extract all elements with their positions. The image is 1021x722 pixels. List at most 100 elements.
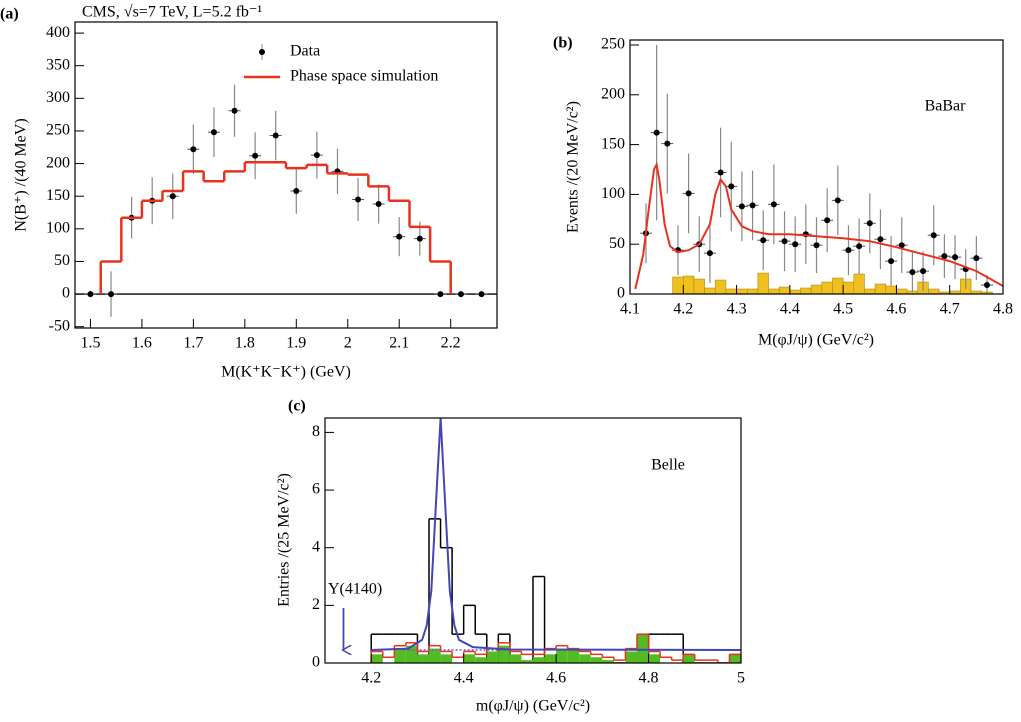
x-tick-label: 4.1: [620, 301, 640, 318]
hist-bar: [757, 272, 769, 294]
hist-bar: [736, 288, 748, 294]
data-point: [87, 291, 94, 298]
hist-bar: [885, 285, 897, 294]
y-tick-label: 8: [312, 423, 320, 440]
hist-bar: [602, 660, 614, 663]
panel: 1.5 1.6 1.7 1.8 1.9 2 2.1 2.2 -50 0 50 100 150 200 250…: [0, 4, 498, 381]
y-axis-label: N(B⁺) /(40 MeV): [13, 118, 30, 231]
data-point: [653, 129, 660, 136]
x-tick-label: 4.6: [886, 301, 906, 318]
data-point: [190, 146, 197, 153]
data-point: [108, 291, 115, 298]
data-point: [984, 282, 991, 289]
hist-bar: [714, 279, 727, 294]
plot-frame: [324, 417, 742, 664]
y-tick-label: 350: [46, 56, 70, 73]
x-tick-label: 4.6: [546, 670, 566, 687]
x-tick-label: 4.8: [993, 301, 1013, 318]
hist-bar: [896, 288, 908, 294]
hist-bar: [429, 648, 441, 663]
hist-bar: [648, 654, 661, 663]
x-axis-label: M(K⁺K⁻K⁺) (GeV): [221, 364, 351, 381]
hist-bar: [405, 645, 418, 663]
data-point: [252, 152, 259, 159]
hist-bar: [556, 648, 568, 663]
x-tick-label: 4.7: [940, 301, 960, 318]
data-point: [813, 242, 820, 249]
panel-label: (b): [553, 35, 573, 52]
y-tick-label: 0: [62, 285, 70, 302]
y-axis-label: Entries /(25 MeV/c²): [276, 473, 293, 607]
data-point: [760, 237, 767, 244]
data-point: [685, 190, 692, 197]
data-point: [355, 196, 362, 203]
plot-area: [634, 44, 1003, 294]
hist-bar: [544, 654, 557, 663]
hist-bar: [440, 654, 453, 663]
plot-area: [370, 418, 741, 663]
hist-bar: [498, 645, 510, 663]
x-axis-label: m(φJ/ψ) (GeV/c²): [476, 698, 590, 715]
x-axis-label: M(φJ/ψ) (GeV/c²): [758, 332, 874, 349]
legend-symbol: [259, 49, 265, 55]
y-tick-label: 200: [601, 85, 625, 102]
data-point: [909, 269, 916, 276]
plot-area: [75, 84, 497, 317]
annotation: Y(4140): [328, 581, 382, 598]
y-tick-label: 300: [46, 89, 70, 106]
data-point: [293, 187, 300, 194]
hist-bar: [928, 288, 940, 294]
hist-bar: [521, 660, 533, 663]
y-tick-label: 6: [312, 481, 320, 498]
x-tick-label: 4.2: [673, 301, 693, 318]
hist-bar: [800, 287, 812, 294]
y-tick-label: 250: [46, 122, 70, 139]
x-tick-label: 1.6: [132, 335, 152, 352]
y-axis-label: Events /(20 MeV/c²): [565, 101, 582, 233]
x-tick-label: 4.4: [780, 301, 800, 318]
data-point: [845, 247, 852, 254]
hist-bar: [821, 281, 833, 294]
data-point: [952, 254, 959, 261]
data-point: [169, 193, 176, 200]
plot-frame: [74, 21, 498, 329]
hist-bar: [853, 273, 865, 294]
y-tick-label: 150: [601, 135, 625, 152]
x-tick-label: 2.1: [389, 335, 409, 352]
data-point: [834, 197, 841, 204]
x-tick-label: 4.8: [639, 670, 659, 687]
data-point: [478, 291, 485, 298]
curve: [634, 161, 1003, 290]
data-point: [396, 233, 403, 240]
y-tick-label: 2: [312, 596, 320, 613]
hist-bar: [704, 287, 716, 294]
hist-bar: [746, 288, 759, 294]
hist-bar: [371, 654, 383, 663]
data-point: [973, 255, 980, 262]
y-tick-label: 100: [601, 185, 625, 202]
data-point: [888, 258, 895, 265]
data-point: [920, 268, 927, 275]
hist-bar: [486, 651, 499, 663]
legend-label: Phase space simulation: [290, 68, 438, 85]
data-point: [824, 217, 831, 224]
chart-title: CMS, √s=7 TeV, L=5.2 fb⁻¹: [82, 4, 262, 21]
y-tick-label: 0: [312, 654, 320, 671]
panel-label: (a): [0, 6, 19, 23]
panel: 4.2 4.4 4.6 4.8 5 0 2 4 6 8 (c) Belle m(φJ/ψ) (GeV/c…: [276, 398, 745, 715]
hist-bar: [579, 654, 591, 663]
data-point: [728, 183, 735, 190]
hist-bar: [864, 288, 876, 294]
hist-bar: [693, 278, 705, 294]
curve: [371, 418, 741, 651]
data-point: [856, 243, 863, 250]
y-tick-label: 150: [46, 187, 70, 204]
y-tick-label: 0: [617, 285, 625, 302]
x-tick-label: 1.9: [286, 335, 306, 352]
hist-bar: [625, 651, 637, 663]
data-point: [770, 201, 777, 208]
data-point: [375, 201, 382, 208]
hist-bar: [394, 648, 406, 663]
panel: 4.1 4.2 4.3 4.4 4.5 4.6 4.7 4.8 0 50 100 150 200 250 (…: [553, 35, 1013, 349]
